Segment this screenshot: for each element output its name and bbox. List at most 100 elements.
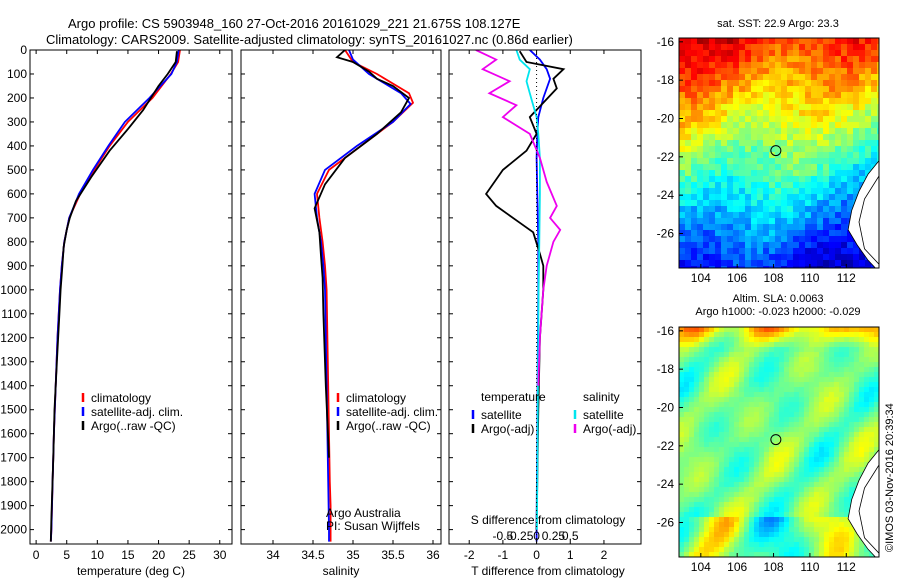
map-cell — [859, 437, 865, 443]
map-cell — [804, 522, 810, 528]
map-cell — [745, 146, 752, 153]
map-cell — [853, 164, 860, 171]
map-cell — [839, 502, 845, 508]
map-cell — [844, 482, 850, 488]
map-cell — [844, 357, 850, 363]
map-cell — [787, 50, 794, 57]
map-cell — [829, 367, 835, 373]
map-cell — [809, 387, 815, 393]
difference-panel: -2 -1 0 1 2-0.5-0.25 0 0.250.5 S difference fr… — [448, 49, 642, 578]
map-cell — [751, 104, 758, 111]
map-cell — [679, 188, 686, 195]
map-cell — [719, 397, 725, 403]
map-cell — [709, 134, 716, 141]
map-cell — [759, 552, 765, 557]
map-cell — [739, 392, 745, 398]
map-cell — [709, 502, 715, 508]
map-cell — [844, 412, 850, 418]
map-cell — [727, 74, 734, 81]
map-cell — [799, 38, 806, 45]
map-cell — [789, 482, 795, 488]
map-cell — [774, 347, 780, 353]
ytick-label: 600 — [7, 187, 27, 201]
map-cell — [835, 164, 842, 171]
map-cell — [724, 402, 730, 408]
map-cell — [751, 92, 758, 99]
map-cell — [814, 407, 820, 413]
map-cell — [714, 487, 720, 493]
map-cell — [847, 146, 854, 153]
map-cell — [709, 116, 716, 123]
map-cell — [787, 38, 794, 45]
map-cell — [829, 337, 835, 343]
map-cell — [715, 200, 722, 207]
map-cell — [729, 517, 735, 523]
map-cell — [841, 50, 848, 57]
map-cell — [759, 337, 765, 343]
map-cell — [841, 104, 848, 111]
map-cell — [749, 452, 755, 458]
map-cell — [709, 357, 715, 363]
map-cell — [823, 260, 830, 267]
map-cell — [763, 158, 770, 165]
map-cell — [835, 116, 842, 123]
map-cell — [769, 547, 775, 553]
map-cell — [775, 212, 782, 219]
map-cell — [691, 236, 698, 243]
map-cell — [721, 122, 728, 129]
map-cell — [774, 522, 780, 528]
map-cell — [814, 492, 820, 498]
map-cell — [784, 482, 790, 488]
map-cell — [751, 254, 758, 261]
map-cell — [859, 80, 866, 87]
map-cell — [699, 397, 705, 403]
lat-tick-label: -24 — [657, 477, 675, 491]
map-cell — [809, 527, 815, 533]
map-cell — [734, 332, 740, 338]
map-cell — [694, 532, 700, 538]
map-cell — [763, 200, 770, 207]
map-cell — [805, 164, 812, 171]
map-cell — [689, 447, 695, 453]
map-cell — [679, 357, 685, 363]
map-cell — [709, 38, 716, 45]
map-cell — [864, 412, 870, 418]
map-cell — [804, 487, 810, 493]
map-cell — [784, 492, 790, 498]
map-cell — [715, 44, 722, 51]
map-cell — [703, 254, 710, 261]
map-cell — [684, 372, 690, 378]
map-cell — [787, 116, 794, 123]
map-cell — [799, 372, 805, 378]
map-cell — [779, 377, 785, 383]
map-cell — [823, 50, 830, 57]
map-cell — [759, 352, 765, 358]
map-cell — [829, 44, 836, 51]
map-cell — [864, 377, 870, 383]
map-cell — [817, 86, 824, 93]
map-cell — [874, 362, 879, 368]
map-cell — [685, 248, 692, 255]
map-cell — [745, 200, 752, 207]
map-cell — [779, 542, 785, 548]
map-cell — [784, 502, 790, 508]
map-cell — [859, 146, 866, 153]
map-cell — [769, 50, 776, 57]
map-cell — [835, 74, 842, 81]
map-cell — [835, 98, 842, 105]
map-cell — [774, 417, 780, 423]
map-cell — [834, 537, 840, 543]
map-cell — [697, 134, 704, 141]
map-cell — [844, 402, 850, 408]
map-cell — [805, 80, 812, 87]
map-cell — [721, 206, 728, 213]
map-cell — [844, 477, 850, 483]
map-cell — [844, 487, 850, 493]
map-cell — [685, 68, 692, 75]
map-cell — [754, 377, 760, 383]
map-cell — [704, 392, 710, 398]
map-cell — [774, 497, 780, 503]
map-cell — [694, 547, 700, 553]
map-cell — [729, 372, 735, 378]
map-cell — [824, 497, 830, 503]
